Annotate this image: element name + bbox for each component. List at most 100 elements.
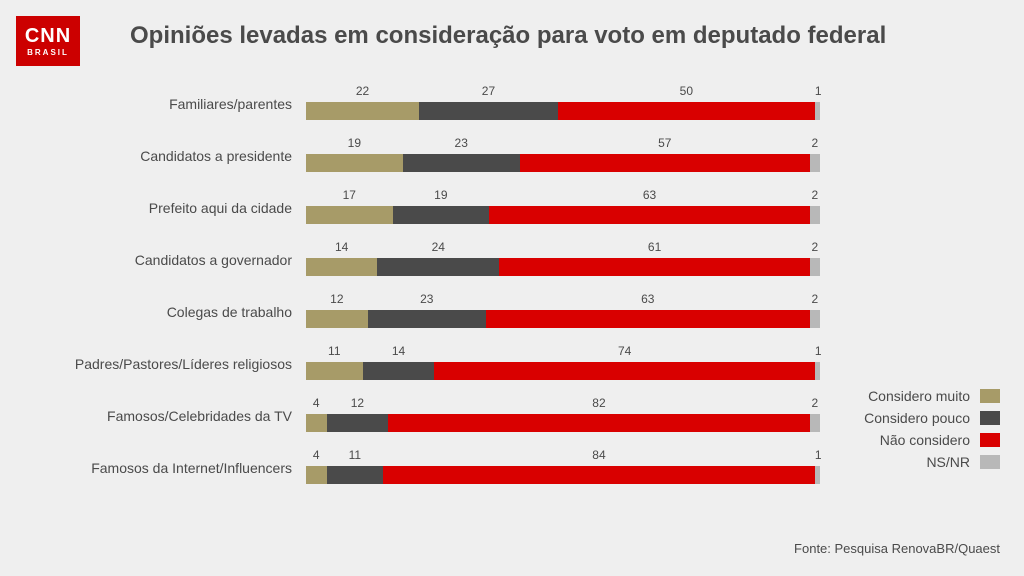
bar-value: 1	[815, 344, 820, 360]
bar	[306, 414, 820, 432]
bar	[306, 102, 820, 120]
chart-row: Famosos/Celebridades da TV412822	[0, 390, 820, 442]
bar-value: 11	[327, 448, 384, 464]
chart-row: Colegas de trabalho1223632	[0, 286, 820, 338]
bar-segment-pouco	[327, 414, 389, 432]
bar-wrap: 412822	[306, 390, 820, 442]
bar-value: 19	[306, 136, 403, 152]
bar-wrap: 1923572	[306, 130, 820, 182]
bar-value: 84	[383, 448, 815, 464]
legend: Considero muito Considero pouco Não consid…	[864, 388, 1000, 476]
bar-value: 23	[368, 292, 486, 308]
bar-segment-muito	[306, 154, 403, 172]
bar-value: 57	[520, 136, 810, 152]
bar-wrap: 1114741	[306, 338, 820, 390]
bar-segment-nao	[558, 102, 815, 120]
stacked-bar-chart: Familiares/parentes2227501Candidatos a p…	[0, 78, 820, 494]
legend-item: Considero pouco	[864, 410, 1000, 426]
legend-label: Não considero	[880, 432, 970, 448]
bar-value-labels: 412822	[306, 396, 820, 412]
row-label: Colegas de trabalho	[0, 304, 306, 320]
bar-wrap: 1424612	[306, 234, 820, 286]
bar-segment-nsnr	[810, 154, 820, 172]
legend-item: NS/NR	[864, 454, 1000, 470]
bar-segment-pouco	[363, 362, 435, 380]
bar-value: 50	[558, 84, 815, 100]
bar-segment-nsnr	[815, 102, 820, 120]
bar	[306, 154, 820, 172]
legend-swatch	[980, 455, 1000, 469]
chart-row: Candidatos a presidente1923572	[0, 130, 820, 182]
bar-value: 4	[306, 448, 327, 464]
bar-value-labels: 411841	[306, 448, 820, 464]
legend-label: Considero pouco	[864, 410, 970, 426]
bar-segment-pouco	[368, 310, 486, 328]
chart-row: Famosos da Internet/Influencers411841	[0, 442, 820, 494]
legend-label: Considero muito	[868, 388, 970, 404]
legend-swatch	[980, 433, 1000, 447]
bar	[306, 466, 820, 484]
bar-segment-pouco	[377, 258, 499, 276]
bar-segment-pouco	[419, 102, 558, 120]
legend-swatch	[980, 389, 1000, 403]
bar-value: 14	[363, 344, 435, 360]
logo-main-text: CNN	[25, 26, 71, 46]
bar-segment-nsnr	[815, 362, 820, 380]
bar-segment-nao	[489, 206, 810, 224]
bar-value-labels: 1424612	[306, 240, 820, 256]
bar-value: 63	[489, 188, 810, 204]
source-text: Fonte: Pesquisa RenovaBR/Quaest	[794, 541, 1000, 556]
bar	[306, 258, 820, 276]
bar	[306, 362, 820, 380]
bar-value: 12	[327, 396, 389, 412]
bar-value: 2	[810, 292, 820, 308]
bar-value: 74	[434, 344, 814, 360]
bar-value: 17	[306, 188, 393, 204]
bar-segment-pouco	[393, 206, 490, 224]
bar-segment-muito	[306, 310, 368, 328]
bar-value: 11	[306, 344, 363, 360]
row-label: Padres/Pastores/Líderes religiosos	[0, 356, 306, 372]
chart-row: Familiares/parentes2227501	[0, 78, 820, 130]
bar-value-labels: 2227501	[306, 84, 820, 100]
bar-value: 63	[486, 292, 810, 308]
chart-title: Opiniões levadas em consideração para vo…	[130, 22, 886, 50]
bar-segment-nao	[520, 154, 810, 172]
cnn-logo: CNN BRASIL	[16, 16, 80, 66]
bar-value: 27	[419, 84, 558, 100]
bar-segment-muito	[306, 206, 393, 224]
bar-value: 2	[810, 136, 820, 152]
bar-segment-nsnr	[810, 258, 820, 276]
row-label: Famosos/Celebridades da TV	[0, 408, 306, 424]
bar	[306, 206, 820, 224]
chart-row: Padres/Pastores/Líderes religiosos111474…	[0, 338, 820, 390]
bar-segment-nao	[383, 466, 815, 484]
bar-value: 24	[377, 240, 499, 256]
bar-value: 2	[810, 188, 820, 204]
row-label: Famosos da Internet/Influencers	[0, 460, 306, 476]
bar-segment-muito	[306, 466, 327, 484]
bar-value: 19	[393, 188, 490, 204]
bar-segment-nao	[434, 362, 814, 380]
bar-segment-muito	[306, 258, 377, 276]
row-label: Prefeito aqui da cidade	[0, 200, 306, 216]
row-label: Familiares/parentes	[0, 96, 306, 112]
row-label: Candidatos a governador	[0, 252, 306, 268]
legend-item: Não considero	[864, 432, 1000, 448]
bar-value: 12	[306, 292, 368, 308]
bar-value: 14	[306, 240, 377, 256]
bar-segment-pouco	[403, 154, 520, 172]
bar-value: 1	[815, 84, 820, 100]
row-label: Candidatos a presidente	[0, 148, 306, 164]
bar-segment-nsnr	[810, 206, 820, 224]
bar-wrap: 411841	[306, 442, 820, 494]
bar-segment-muito	[306, 102, 419, 120]
chart-row: Candidatos a governador1424612	[0, 234, 820, 286]
bar-wrap: 2227501	[306, 78, 820, 130]
logo-sub-text: BRASIL	[27, 48, 69, 57]
legend-swatch	[980, 411, 1000, 425]
chart-row: Prefeito aqui da cidade1719632	[0, 182, 820, 234]
bar-value: 23	[403, 136, 520, 152]
bar-value-labels: 1223632	[306, 292, 820, 308]
bar-value: 61	[499, 240, 809, 256]
